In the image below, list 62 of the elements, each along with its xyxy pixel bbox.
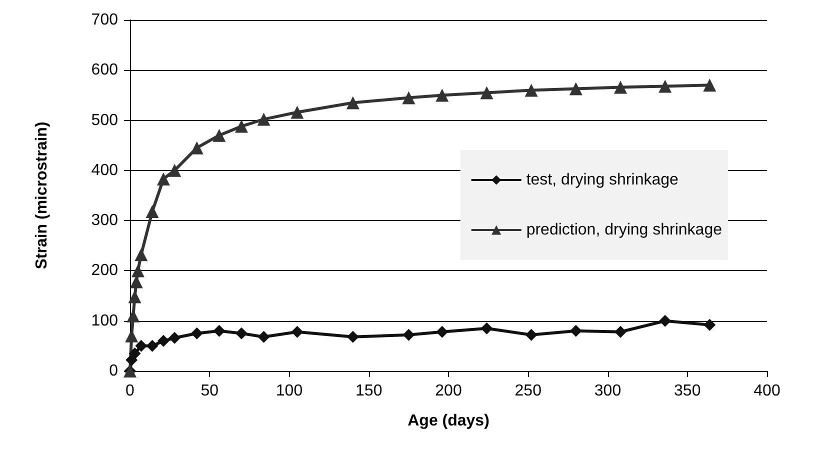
point <box>126 309 140 322</box>
y-tick-label: 0 <box>109 362 118 380</box>
x-tick-label: 100 <box>276 382 303 400</box>
point <box>524 84 538 97</box>
x-tick-label: 200 <box>435 382 462 400</box>
x-tick-label: 250 <box>514 382 542 400</box>
point <box>146 340 158 352</box>
legend-label: prediction, drying shrinkage <box>526 222 722 238</box>
point <box>134 248 148 262</box>
point <box>658 80 672 93</box>
point <box>525 328 538 341</box>
point <box>235 327 248 340</box>
x-axis-title: Age (days) <box>408 412 490 430</box>
point <box>212 128 226 142</box>
point <box>480 322 493 334</box>
point <box>128 290 142 304</box>
point <box>569 82 582 96</box>
point <box>290 106 304 119</box>
point <box>480 86 494 100</box>
point <box>257 112 270 126</box>
point <box>213 324 226 337</box>
x-tick-label: 400 <box>754 382 780 400</box>
point <box>291 326 304 338</box>
point <box>614 326 626 338</box>
x-tick-label: 150 <box>356 382 382 400</box>
point <box>659 314 672 327</box>
y-tick-label: 500 <box>91 112 118 129</box>
point <box>704 318 716 331</box>
point <box>703 78 716 92</box>
y-tick-label: 300 <box>91 212 118 230</box>
x-tick-label: 50 <box>200 382 219 400</box>
y-tick-label: 600 <box>91 62 118 79</box>
y-axis-title: Strain (microstrain) <box>34 122 50 270</box>
x-tick-label: 300 <box>594 382 622 400</box>
y-tick-label: 400 <box>91 162 118 179</box>
point <box>168 332 181 344</box>
point <box>402 328 415 341</box>
y-tick-label: 100 <box>91 312 118 330</box>
point <box>436 88 449 102</box>
point <box>258 330 270 343</box>
point <box>346 96 360 110</box>
y-tick-label: 200 <box>91 262 118 280</box>
point <box>190 327 203 340</box>
point <box>570 324 582 337</box>
point <box>128 347 141 360</box>
x-tick-label: 350 <box>674 382 701 400</box>
point <box>168 164 182 177</box>
x-tick-label: 0 <box>126 382 135 400</box>
point <box>402 91 416 104</box>
point <box>614 80 627 94</box>
point <box>135 340 148 352</box>
legend-label: test, drying shrinkage <box>526 172 679 188</box>
point <box>234 120 248 133</box>
point <box>130 275 143 288</box>
y-tick-label: 700 <box>91 12 118 28</box>
point <box>146 205 159 218</box>
point <box>131 264 144 278</box>
point <box>190 141 204 154</box>
point <box>346 330 359 343</box>
point <box>436 326 448 338</box>
point <box>157 334 170 347</box>
point <box>156 172 170 186</box>
